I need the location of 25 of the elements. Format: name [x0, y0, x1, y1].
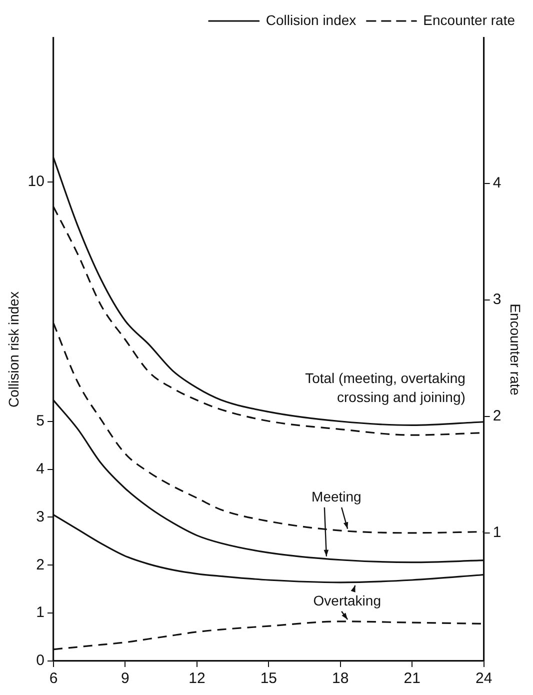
annotation: Total (meeting, overtaking crossing and joining) [305, 370, 466, 406]
y-tick-label: 4 [36, 460, 44, 478]
y-tick-label: 5 [36, 412, 44, 430]
annotation: Overtaking [313, 592, 381, 608]
x-tick-label: 21 [404, 670, 420, 688]
y-axis-title: Collision risk index [5, 292, 22, 408]
x-tick-label: 12 [188, 670, 206, 688]
y2-tick-label: 3 [492, 291, 502, 308]
legend-label: Collision index [266, 12, 356, 28]
y-tick-label: 10 [28, 172, 44, 190]
x-tick-label: 24 [476, 670, 492, 688]
annotation: Meeting [312, 488, 362, 504]
y2-tick-label: 1 [492, 524, 502, 542]
y-tick-label: 1 [36, 604, 44, 622]
y-tick-label: 2 [36, 556, 44, 574]
y2-tick-label: 4 [492, 174, 502, 192]
y2-axis-title: Encounter rate [508, 304, 524, 396]
y-tick-label: 3 [36, 508, 44, 526]
legend-label: Encounter rate [423, 12, 516, 28]
x-tick-label: 6 [49, 670, 58, 688]
x-tick-label: 15 [260, 670, 278, 688]
x-tick-label: 9 [121, 670, 130, 688]
x-tick-label: 18 [332, 670, 349, 688]
y2-tick-label: 2 [492, 408, 502, 425]
y-tick-label: 0 [36, 652, 44, 670]
